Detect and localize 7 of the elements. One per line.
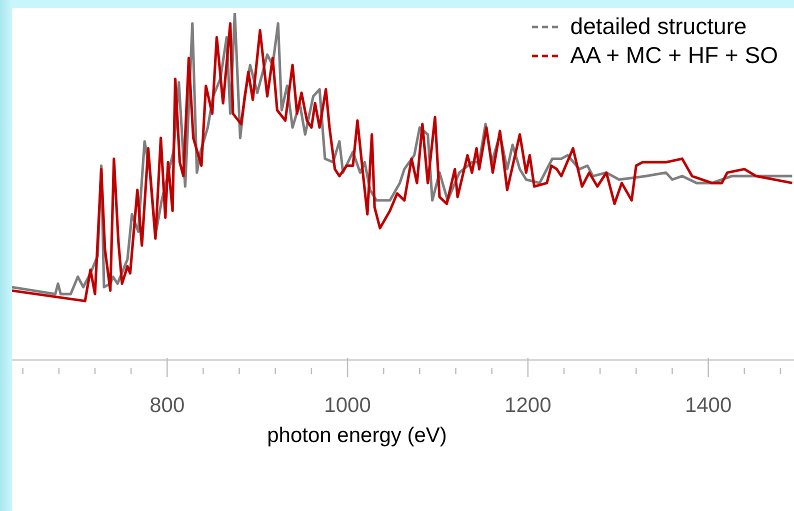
x-tick-label: 800 bbox=[150, 394, 185, 417]
x-tick-label: 1200 bbox=[504, 394, 552, 417]
x-tick-label: 1000 bbox=[324, 394, 371, 417]
legend-label: detailed structure bbox=[570, 12, 747, 41]
x-axis-title: photon energy (eV) bbox=[267, 424, 447, 447]
legend-label: AA + MC + HF + SO bbox=[570, 41, 778, 70]
x-tick-label: 1400 bbox=[684, 394, 732, 417]
